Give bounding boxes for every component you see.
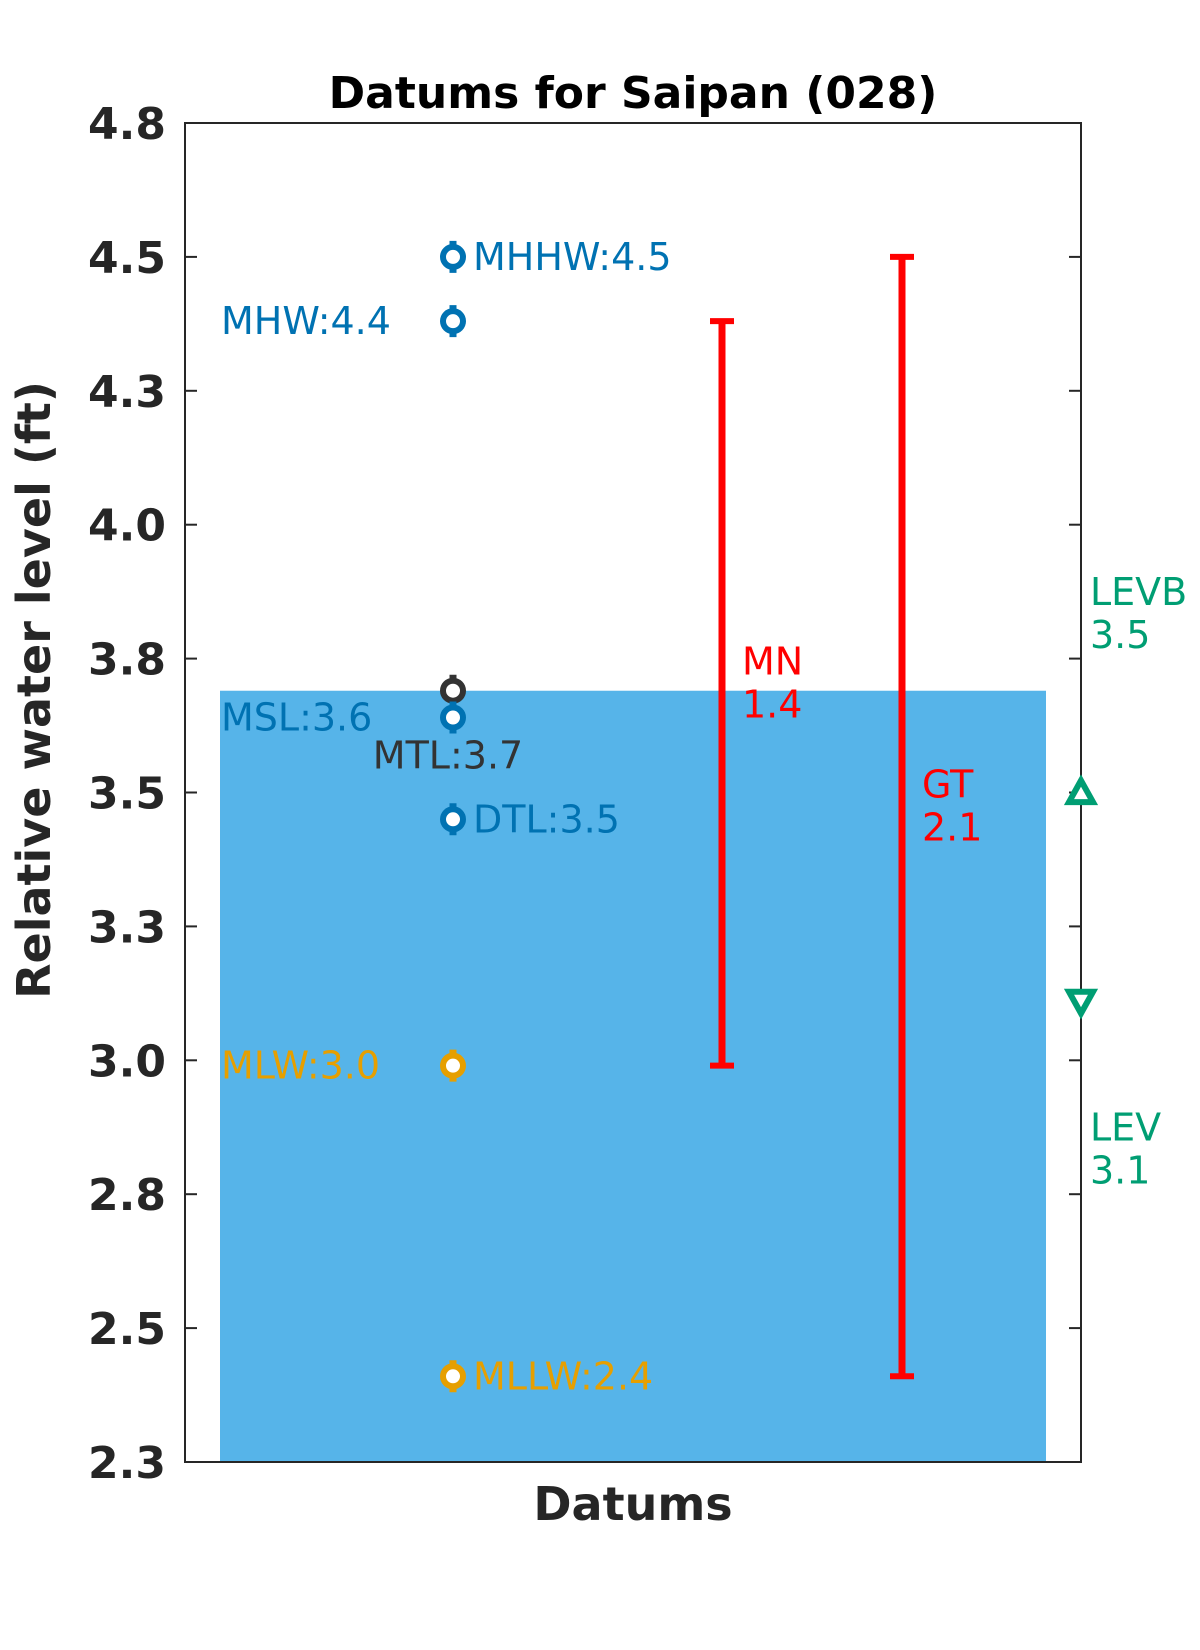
datum-label-msl: MSL:3.6 [221, 696, 372, 740]
datum-marker-mlw [440, 1052, 466, 1079]
y-tick-label: 3.0 [88, 1036, 166, 1087]
datum-label-mtl: MTL:3.7 [373, 734, 523, 778]
y-tick-label: 4.0 [88, 501, 166, 552]
y-tick-label: 2.8 [88, 1170, 166, 1221]
datum-marker-mhw [440, 308, 466, 335]
datum-marker-mtl [440, 677, 466, 704]
level-label-name: LEV [1090, 1106, 1161, 1150]
level-label-value: 3.5 [1090, 613, 1150, 657]
y-tick-label: 3.3 [88, 902, 166, 953]
x-axis-label: Datums [533, 1477, 732, 1531]
range-label-name: MN [742, 640, 803, 684]
water-level-band [220, 690, 1046, 1462]
y-tick-label: 4.3 [88, 367, 166, 418]
datum-label-mhhw: MHHW:4.5 [473, 235, 672, 279]
y-axis-label: Relative water level (ft) [7, 381, 61, 999]
level-marker-levb [1063, 774, 1099, 806]
datum-marker-mhhw [440, 243, 466, 270]
datum-label-dtl: DTL:3.5 [473, 797, 620, 841]
y-tick-label: 4.8 [88, 99, 166, 150]
level-label-value: 3.1 [1090, 1149, 1150, 1193]
range-label-value: 2.1 [922, 805, 982, 849]
datum-label-mhw: MHW:4.4 [221, 299, 391, 343]
datum-marker-msl [440, 704, 466, 731]
datum-marker-mllw [440, 1363, 466, 1390]
y-tick-label: 3.8 [88, 635, 166, 686]
chart-title: Datums for Saipan (028) [329, 68, 938, 119]
y-tick-label: 2.3 [88, 1438, 166, 1489]
plot-area: 2.3 2.5 2.8 3.0 3.3 3.5 3.8 4.0 4.3 4.5 4.8 MN1.4 GT… [88, 99, 1187, 1489]
y-tick-label: 2.5 [88, 1304, 166, 1355]
y-tick-label: 4.5 [88, 233, 166, 284]
datum-label-mllw: MLLW:2.4 [473, 1354, 653, 1398]
range-label-name: GT [922, 762, 974, 806]
y-tick-label: 3.5 [88, 769, 166, 820]
level-marker-lev [1063, 988, 1099, 1020]
range-label-value: 1.4 [742, 683, 802, 727]
datum-label-mlw: MLW:3.0 [221, 1044, 380, 1088]
level-label-name: LEVB [1090, 570, 1187, 614]
datum-marker-dtl [440, 806, 466, 833]
